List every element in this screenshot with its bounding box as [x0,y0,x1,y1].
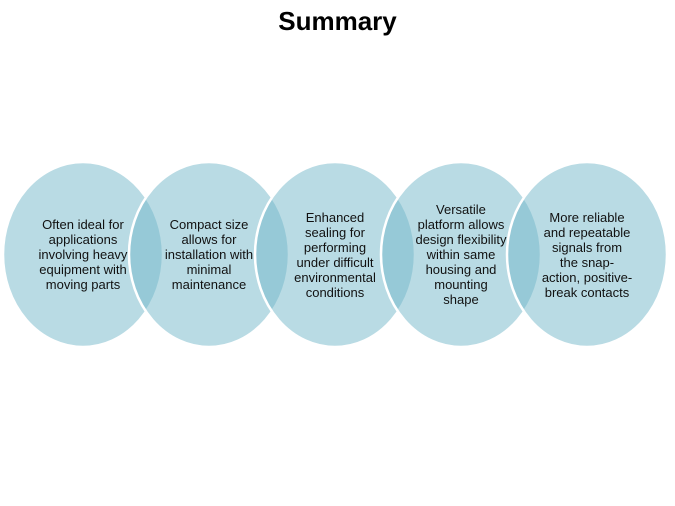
bubble-label-4: Versatile platform allows design flexibi… [415,202,507,307]
bubble-label-1: Often ideal for applications involving h… [38,217,128,292]
bubble-label-5: More reliable and repeatable signals fro… [541,209,633,300]
bubble-label-3: Enhanced sealing for performing under di… [294,209,376,300]
page-title: Summary [278,6,397,36]
bubble-label-2: Compact size allows for installation wit… [164,217,254,292]
bubble-shape-5 [505,160,669,349]
